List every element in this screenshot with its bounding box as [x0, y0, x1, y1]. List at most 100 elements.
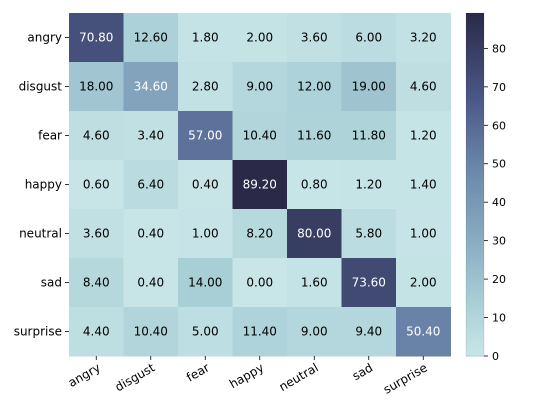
x-tick-label: fear	[184, 360, 212, 384]
colorbar-segment	[466, 58, 484, 63]
heatmap-cell-value: 19.00	[352, 80, 386, 94]
colorbar-segment	[466, 267, 484, 271]
y-tick-label: neutral	[19, 227, 62, 241]
colorbar-segment	[466, 161, 484, 166]
colorbar-segment	[466, 278, 484, 283]
colorbar-segment	[466, 30, 484, 34]
heatmap-cell	[69, 111, 124, 161]
colorbar-segment	[466, 21, 484, 26]
heatmap-cell-value: 3.60	[301, 31, 328, 45]
heatmap-cell	[123, 13, 179, 63]
colorbar-segment	[466, 195, 484, 200]
heatmap-cell	[123, 160, 179, 210]
colorbar-segment	[466, 95, 484, 100]
colorbar-segment	[466, 293, 484, 297]
colorbar-segment	[466, 347, 484, 351]
colorbar-tick-label: 80	[492, 42, 506, 55]
colorbar-segment	[466, 270, 484, 274]
heatmap-cell	[287, 160, 342, 210]
colorbar-segment	[466, 44, 484, 48]
colorbar-frame	[465, 12, 485, 357]
heatmap-cell	[341, 160, 397, 210]
colorbar-segment	[466, 87, 484, 91]
colorbar-segment	[466, 75, 484, 80]
colorbar-segment	[466, 115, 484, 120]
heatmap-cell-value: 9.00	[246, 80, 273, 94]
heatmap-cell-value: 9.40	[355, 325, 382, 339]
colorbar-segment	[466, 284, 484, 288]
heatmap-cell	[341, 258, 397, 308]
colorbar-segment	[466, 118, 484, 123]
colorbar-segment	[466, 204, 484, 208]
colorbar-segment	[466, 224, 484, 228]
colorbar-segment	[466, 327, 484, 331]
heatmap-cell-value: 57.00	[188, 129, 222, 143]
colorbar-segment	[466, 64, 484, 68]
colorbar-segment	[466, 218, 484, 223]
heatmap-cell	[178, 111, 233, 161]
heatmap-cell-value: 80.00	[297, 227, 331, 241]
heatmap-cell-value: 1.20	[410, 129, 437, 143]
colorbar-segment	[466, 70, 484, 74]
heatmap-cell-value: 50.40	[406, 325, 440, 339]
heatmap-cell	[287, 111, 342, 161]
heatmap-cell	[396, 307, 451, 357]
colorbar-segment	[466, 255, 484, 260]
colorbar-segment	[466, 221, 484, 226]
heatmap-cell-value: 3.40	[137, 129, 164, 143]
y-tick-label: disgust	[19, 80, 63, 94]
colorbar-segment	[466, 215, 484, 220]
colorbar-segment	[466, 138, 484, 143]
colorbar-segment	[466, 35, 484, 40]
heatmap-cell	[123, 62, 179, 112]
colorbar-segment	[466, 153, 484, 157]
heatmap-cell-value: 0.40	[137, 227, 164, 241]
colorbar-segment	[466, 98, 484, 103]
heatmap-cell	[287, 13, 342, 63]
colorbar-segment	[466, 41, 484, 46]
colorbar-segment	[466, 253, 484, 257]
heatmap-cell	[232, 209, 288, 259]
heatmap-cell-value: 1.60	[301, 276, 328, 290]
heatmap-cell-labels: 70.80 12.60 1.80 2.00 3.60 6.00 3.20 18.00 34.60…	[79, 31, 440, 339]
colorbar-segment	[466, 281, 484, 286]
heatmap-cell-value: 1.00	[192, 227, 219, 241]
heatmap-cell	[69, 209, 124, 259]
colorbar-segment	[466, 47, 484, 51]
heatmap-cell-value: 2.00	[246, 31, 273, 45]
colorbar-segment	[466, 67, 484, 71]
colorbar-segment	[466, 90, 484, 94]
heatmap-cell-value: 0.00	[246, 276, 273, 290]
colorbar-tick-label: 70	[492, 81, 506, 94]
heatmap-cell-value: 11.60	[297, 129, 331, 143]
heatmap-cell	[341, 307, 397, 357]
x-tick-label: neutral	[277, 360, 321, 394]
heatmap-cell-value: 4.40	[83, 325, 110, 339]
colorbar-segment	[466, 124, 484, 128]
heatmap-cell	[178, 62, 233, 112]
heatmap-cell-value: 9.00	[301, 325, 328, 339]
colorbar-segment	[466, 181, 484, 186]
colorbar-segment	[466, 207, 484, 211]
colorbar-segment	[466, 127, 484, 131]
colorbar-segment	[466, 84, 484, 88]
heatmap-cell-value: 1.40	[410, 178, 437, 192]
heatmap-cell	[123, 209, 179, 259]
colorbar-segment	[466, 244, 484, 248]
colorbar-segment	[466, 133, 484, 137]
colorbar-segment	[466, 338, 484, 343]
colorbar-segment	[466, 73, 484, 77]
colorbar-segment	[466, 144, 484, 148]
colorbar-segment	[466, 227, 484, 231]
colorbar-segment	[466, 313, 484, 317]
heatmap-cell-value: 11.40	[243, 325, 277, 339]
heatmap-cell	[69, 258, 124, 308]
colorbar-segment	[466, 81, 484, 86]
colorbar-segment	[466, 190, 484, 194]
colorbar-segment	[466, 247, 484, 251]
heatmap-cell	[178, 13, 233, 63]
colorbar-segment	[466, 15, 484, 20]
heatmap-cell-value: 6.40	[137, 178, 164, 192]
heatmap-cell	[287, 307, 342, 357]
